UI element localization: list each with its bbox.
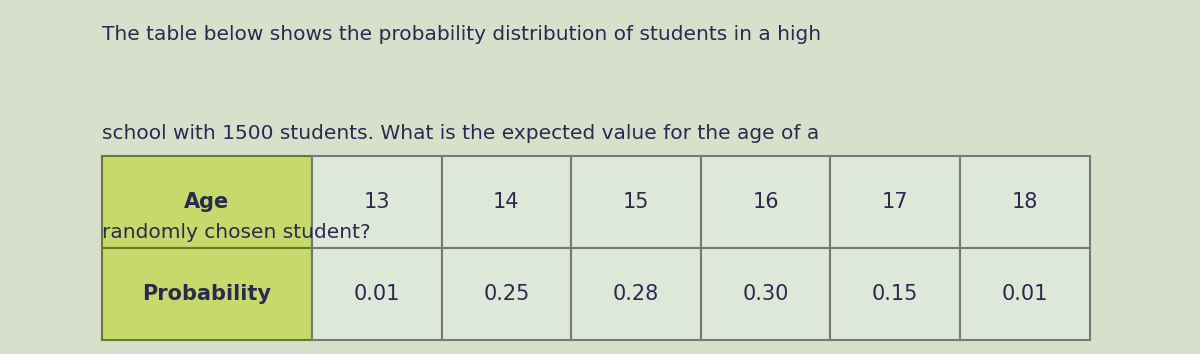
Bar	[571, 156, 701, 248]
Text: 0.15: 0.15	[872, 284, 918, 304]
Text: 0.01: 0.01	[1002, 284, 1048, 304]
Bar	[960, 156, 1090, 248]
Bar	[571, 248, 701, 340]
Bar	[312, 156, 442, 248]
Bar	[442, 156, 571, 248]
Text: Age: Age	[185, 192, 229, 212]
Text: 0.28: 0.28	[613, 284, 659, 304]
Text: 15: 15	[623, 192, 649, 212]
Bar	[960, 248, 1090, 340]
Text: The table below shows the probability distribution of students in a high: The table below shows the probability di…	[102, 25, 821, 44]
Text: school with 1500 students. What is the expected value for the age of a: school with 1500 students. What is the e…	[102, 124, 820, 143]
Bar	[701, 248, 830, 340]
Text: Probability: Probability	[143, 284, 271, 304]
Bar	[442, 248, 571, 340]
Bar	[102, 156, 312, 248]
Text: 0.30: 0.30	[743, 284, 788, 304]
Text: 0.01: 0.01	[354, 284, 400, 304]
Text: 16: 16	[752, 192, 779, 212]
Bar	[102, 248, 312, 340]
Text: 18: 18	[1012, 192, 1038, 212]
Text: randomly chosen student?: randomly chosen student?	[102, 223, 371, 242]
Bar	[830, 156, 960, 248]
Text: 14: 14	[493, 192, 520, 212]
Text: 17: 17	[882, 192, 908, 212]
Bar	[830, 248, 960, 340]
Text: 13: 13	[364, 192, 390, 212]
Text: 0.25: 0.25	[484, 284, 529, 304]
Bar	[312, 248, 442, 340]
Bar	[701, 156, 830, 248]
